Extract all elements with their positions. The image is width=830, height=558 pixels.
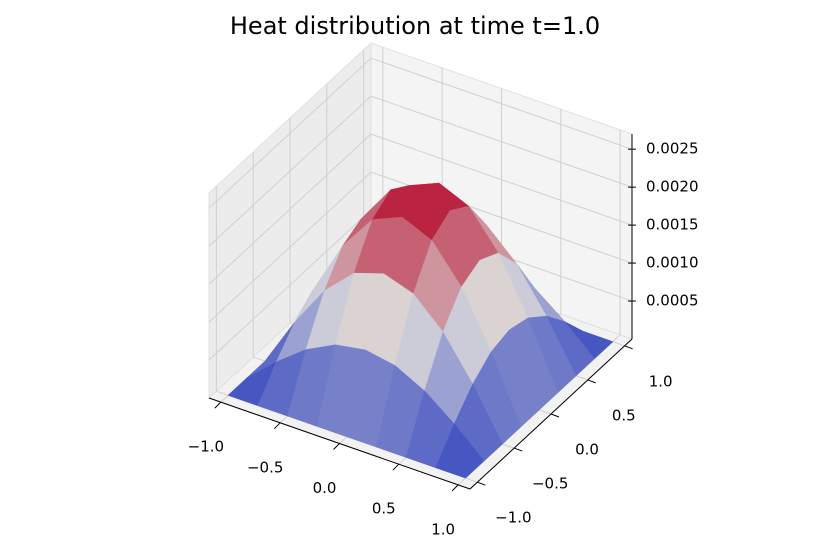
x-tick-label: 1.0 [431,520,455,538]
x-tick-label: 0.0 [313,479,337,497]
grid-line [208,57,372,209]
y-tick [624,345,633,350]
y-tick [587,379,596,384]
y-tick-label: 0.0 [575,441,599,459]
x-tick [392,463,400,471]
grid-line [370,57,633,150]
z-tick-label: 0.0010 [646,254,699,272]
y-tick [477,481,486,486]
surface-patch [435,423,485,479]
y-tick [550,413,560,418]
x-tick-label: −0.5 [247,458,283,476]
z-tick-label: 0.0025 [646,140,699,158]
grid-line [208,171,372,323]
x-tick [273,422,281,430]
y-tick-label: 1.0 [649,372,673,390]
z-tick-label: 0.0005 [646,292,699,310]
grid-line [370,95,633,188]
grid-line [208,209,372,361]
z-tick-label: 0.0015 [646,216,699,234]
x-tick [451,484,459,492]
axes: −1.0−0.50.00.51.0−1.0−0.50.00.51.00.0005… [188,134,699,538]
grid-line [370,133,633,226]
x-tick-label: 0.5 [372,500,396,518]
z-tick-label: 0.0020 [646,178,699,196]
x-tick [214,401,222,409]
y-tick-label: −1.0 [495,509,531,527]
grid-line [208,133,372,285]
x-tick-label: −1.0 [188,438,224,456]
y-tick [514,447,523,452]
surface [227,182,614,479]
y-tick-label: 0.5 [612,406,636,424]
chart-title: Heat distribution at time t=1.0 [230,12,600,40]
y-tick-label: −0.5 [532,475,568,493]
grid-line [208,95,372,247]
x-tick [333,443,340,450]
